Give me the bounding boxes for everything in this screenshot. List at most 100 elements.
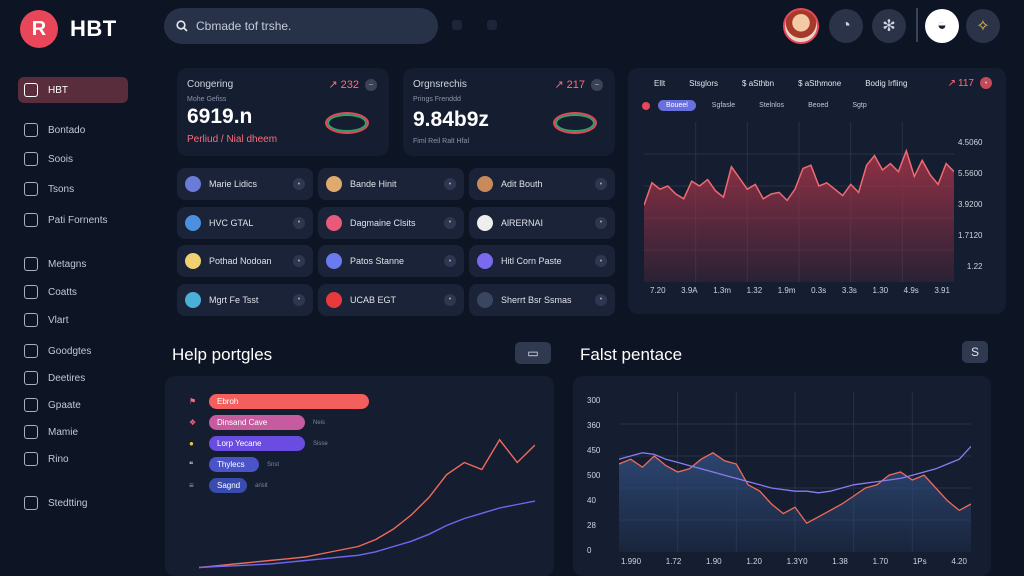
asset-item[interactable]: Adit Bouth • bbox=[469, 168, 615, 200]
toolbar-dot-2[interactable] bbox=[487, 20, 497, 30]
asset-grid: Marie Lidics • Bande Hinit • Adit Bouth • H… bbox=[177, 168, 615, 316]
asset-menu-icon[interactable]: • bbox=[444, 255, 456, 267]
sidebar-item-metagns[interactable]: Metagns bbox=[18, 251, 128, 277]
asset-menu-icon[interactable]: • bbox=[444, 178, 456, 190]
help-section-title: Help portgles bbox=[172, 345, 273, 364]
asset-menu-icon[interactable]: • bbox=[595, 216, 607, 229]
sidebar-item-deetires[interactable]: Deetires bbox=[18, 365, 128, 391]
asset-item[interactable]: Dagmaine Clsits • bbox=[318, 206, 464, 239]
asset-item[interactable]: Bande Hinit • bbox=[318, 168, 464, 200]
help-chart-panel: ⚑ Ebroh ❖ Dinsand Cave Neis ● Lorp Yecan… bbox=[165, 376, 554, 576]
asset-name: Dagmaine Clsits bbox=[350, 217, 416, 228]
chart-tab[interactable]: Stsglors bbox=[689, 79, 719, 88]
sidebar-item-coatts[interactable]: Coatts bbox=[18, 279, 128, 305]
filter-pill[interactable]: Stelnlos bbox=[759, 102, 785, 109]
kpi-card-1[interactable]: Congering Mohe Gefiss ↗ 232 – 6919.n Per… bbox=[177, 68, 389, 156]
filter-pill[interactable]: Sgfasle bbox=[711, 102, 736, 109]
asset-menu-icon[interactable]: • bbox=[595, 255, 607, 267]
logo[interactable]: R bbox=[20, 10, 58, 48]
asset-menu-icon[interactable]: • bbox=[595, 293, 607, 306]
hbar-label: Thylecs bbox=[209, 457, 259, 472]
kpi-card-2[interactable]: Orgnsrechis Prings Frenddd ↗ 217 – 9.84b… bbox=[403, 68, 615, 156]
document-icon bbox=[24, 425, 38, 439]
sidebar-item-label: Mamie bbox=[48, 426, 79, 438]
sidebar-item-hbt[interactable]: HBT bbox=[18, 77, 128, 103]
x-tick: 1.9m bbox=[777, 286, 796, 295]
sidebar-item-rino[interactable]: Rino bbox=[18, 446, 128, 472]
chart-counter-value: 117 bbox=[958, 77, 974, 89]
x-tick: 1.72 bbox=[665, 557, 682, 566]
hbar-row[interactable]: ● Lorp Yecane Sisse bbox=[189, 436, 429, 451]
sidebar-item-tsons[interactable]: Tsons bbox=[18, 176, 128, 202]
dashboard-icon bbox=[24, 123, 38, 137]
sidebar-item-settings[interactable]: Stedtting bbox=[18, 490, 128, 516]
sidebar-item-mamie[interactable]: Mamie bbox=[18, 419, 128, 445]
trend-icon: ↗ bbox=[947, 77, 957, 89]
flag-icon: ⚑ bbox=[189, 397, 197, 406]
hbar-row[interactable]: ≡ Sagnd arisit bbox=[189, 478, 429, 493]
asset-item[interactable]: Hitl Corn Paste • bbox=[469, 245, 615, 277]
fast-chart-panel: 300 360 450 500 40 28 0 1.990 1.72 1.90 … bbox=[573, 376, 991, 576]
help-section-button[interactable]: ▭ bbox=[515, 342, 551, 364]
chart-tab[interactable]: $ aSthbn bbox=[742, 79, 775, 88]
filter-pill[interactable]: Sgtp bbox=[852, 102, 867, 109]
sidebar-item-goodgtes[interactable]: Goodgtes bbox=[18, 338, 128, 364]
chart-tab[interactable]: Ellt bbox=[654, 79, 666, 88]
filter-pill[interactable]: Beoed bbox=[808, 102, 829, 109]
kpi-menu-button[interactable]: – bbox=[365, 78, 377, 91]
asset-menu-icon[interactable]: • bbox=[293, 293, 305, 306]
asset-item[interactable]: Mgrt Fe Tsst • bbox=[177, 283, 313, 316]
fast-section-button[interactable]: S bbox=[962, 341, 988, 363]
sidebar-item-bontado[interactable]: Bontado bbox=[18, 117, 128, 143]
toolbar-dot-1[interactable] bbox=[452, 20, 462, 30]
asset-item[interactable]: Pothad Nodoan • bbox=[177, 245, 313, 277]
hbar-row[interactable]: ❖ Dinsand Cave Neis bbox=[189, 415, 429, 430]
filter-pill[interactable]: Boueel bbox=[658, 100, 696, 111]
gear-icon[interactable]: ✻ bbox=[872, 9, 906, 43]
asset-menu-icon[interactable]: • bbox=[444, 216, 456, 229]
clock-icon[interactable]: ◔ bbox=[829, 9, 863, 43]
coin-icon bbox=[477, 176, 493, 192]
profile-icon[interactable]: ◒ bbox=[925, 9, 959, 43]
asset-menu-icon[interactable]: • bbox=[595, 178, 607, 190]
chart-filter-pills: Boueel Sgfasle Stelnlos Beoed Sgtp bbox=[642, 100, 875, 111]
x-tick: 1.3m bbox=[713, 286, 731, 295]
x-tick: 3.91 bbox=[934, 286, 950, 295]
coin-icon bbox=[326, 291, 342, 308]
kpi-menu-button[interactable]: – bbox=[591, 78, 603, 91]
asset-menu-icon[interactable]: • bbox=[293, 216, 305, 229]
logo-letter: R bbox=[31, 17, 47, 40]
sidebar-item-vlart[interactable]: Vlart bbox=[18, 307, 128, 333]
toolbar-divider bbox=[916, 8, 918, 42]
avatar[interactable] bbox=[783, 8, 819, 44]
asset-item[interactable]: UCAB EGT • bbox=[318, 283, 464, 316]
kpi-delta-group: ↗ 217 – bbox=[554, 78, 603, 91]
chart-icon bbox=[24, 313, 38, 327]
hbar-row[interactable]: ⚑ Ebroh bbox=[189, 394, 429, 409]
asset-menu-icon[interactable]: • bbox=[444, 293, 456, 306]
sidebar-item-gpaate[interactable]: Gpaate bbox=[18, 392, 128, 418]
asset-item[interactable]: AlRERNAI • bbox=[469, 206, 615, 239]
chart-tab[interactable]: $ aSthmone bbox=[798, 79, 842, 88]
search-bar[interactable]: Cbmade tof trshe. bbox=[164, 8, 438, 44]
sidebar-item-label: HBT bbox=[48, 84, 68, 96]
asset-menu-icon[interactable]: • bbox=[293, 178, 305, 190]
hbar-value: arisit bbox=[255, 482, 268, 489]
brand-name: HBT bbox=[70, 16, 117, 41]
sidebar-item-soois[interactable]: Soois bbox=[18, 146, 128, 172]
asset-item[interactable]: Marie Lidics • bbox=[177, 168, 313, 200]
asset-item[interactable]: HVC GTAL • bbox=[177, 206, 313, 239]
diamond-icon: ❖ bbox=[189, 418, 197, 427]
chart-menu-button[interactable]: • bbox=[980, 77, 992, 89]
chart-tab[interactable]: Bodig Irfling bbox=[865, 79, 908, 88]
asset-name: UCAB EGT bbox=[350, 294, 397, 305]
x-tick: 1.3Y0 bbox=[786, 557, 808, 566]
asset-menu-icon[interactable]: • bbox=[293, 255, 305, 267]
compass-icon[interactable]: ✧ bbox=[966, 9, 1000, 43]
hbar-row[interactable]: ❝ Thylecs Snst bbox=[189, 457, 429, 472]
main-area-chart bbox=[644, 122, 954, 282]
asset-item[interactable]: Sherrt Bsr Ssmas • bbox=[469, 283, 615, 316]
sidebar-item-payments[interactable]: Pati Fornents bbox=[18, 207, 128, 233]
search-input[interactable]: Cbmade tof trshe. bbox=[196, 19, 292, 33]
asset-item[interactable]: Patos Stanne • bbox=[318, 245, 464, 277]
